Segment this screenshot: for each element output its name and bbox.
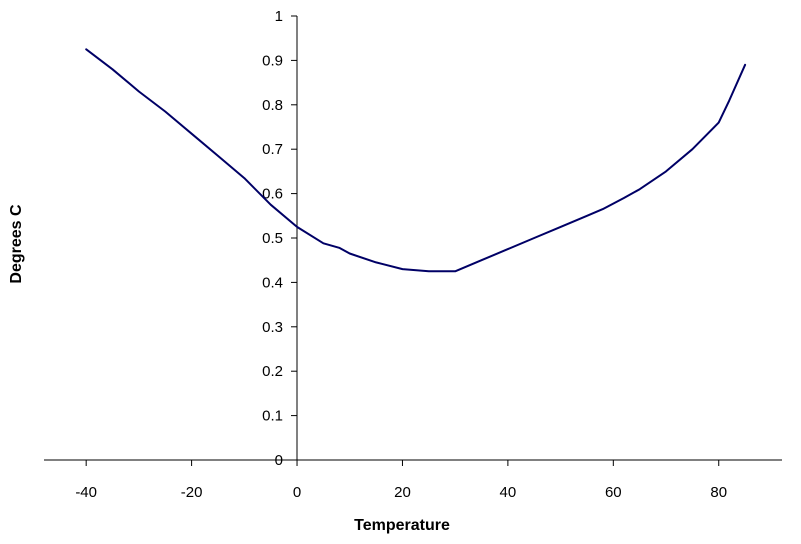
y-tick-label: 0.9: [262, 52, 283, 69]
x-tick-label: 80: [710, 484, 727, 501]
x-tick-label: -20: [181, 484, 203, 501]
y-tick-label: 0.4: [262, 274, 283, 291]
y-tick-label: 0.5: [262, 230, 283, 247]
y-tick-label: 1: [275, 8, 283, 25]
series-line: [85, 48, 747, 273]
y-tick-label: 0.3: [262, 319, 283, 336]
x-axis: -40 -20 0 20 40 60 80: [44, 459, 782, 501]
y-axis: 00.10.20.30.40.50.60.70.80.91: [262, 8, 298, 469]
x-tick-label: 40: [500, 484, 517, 501]
y-tick-label: 0.7: [262, 141, 283, 158]
y-axis-title: Degrees C: [8, 204, 25, 284]
series-group: [85, 48, 747, 273]
y-tick-label: 0.6: [262, 186, 283, 203]
y-tick-label: 0.1: [262, 408, 283, 425]
y-tick-label: 0.2: [262, 363, 283, 380]
x-tick-label: -40: [75, 484, 97, 501]
x-tick-label: 0: [293, 484, 301, 501]
x-tick-label: 60: [605, 484, 622, 501]
x-axis-title: Temperature: [354, 517, 450, 534]
y-tick-label: 0.8: [262, 97, 283, 114]
x-tick-label: 20: [394, 484, 411, 501]
